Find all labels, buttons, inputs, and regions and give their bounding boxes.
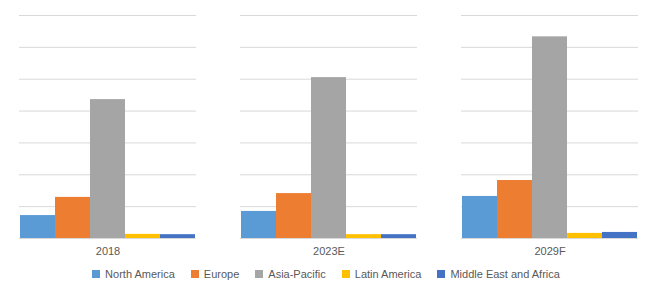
svg-text:2023E: 2023E xyxy=(313,245,345,257)
svg-text:2029F: 2029F xyxy=(534,245,565,257)
svg-text:2018: 2018 xyxy=(96,245,120,257)
html-text:Asia-Pacific: Asia-Pacific xyxy=(268,268,326,280)
html-text:Middle East and Africa: Middle East and Africa xyxy=(450,268,560,280)
html-text:Europe: Europe xyxy=(203,268,240,280)
html-text:Latin America: Latin America xyxy=(354,268,422,280)
html-text:North America: North America xyxy=(105,268,175,280)
